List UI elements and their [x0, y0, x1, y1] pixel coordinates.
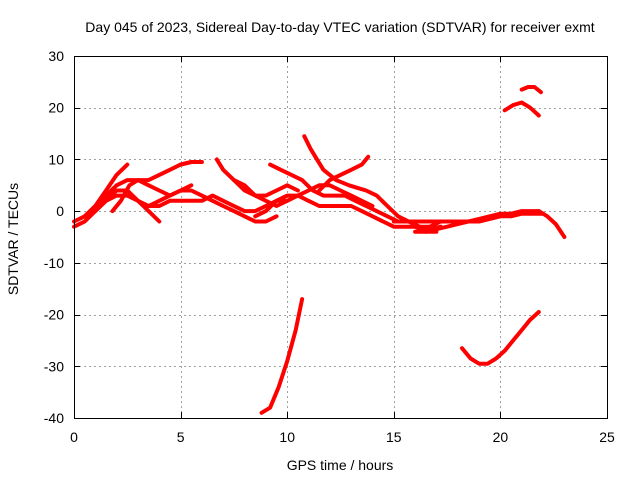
y-tick-label: 20 — [48, 100, 64, 116]
x-tick-label: 10 — [279, 429, 295, 445]
series-line-arc-7 — [146, 188, 279, 224]
series-line-arc-19 — [502, 100, 541, 118]
series-line-arc-20 — [519, 85, 543, 95]
x-tick-label: 20 — [493, 429, 509, 445]
y-axis-label: SDTVAR / TECUs — [5, 183, 21, 295]
series-group — [72, 85, 567, 415]
series-line-arc-9 — [231, 178, 375, 208]
y-tick-label: 10 — [48, 151, 64, 167]
plot-frame — [74, 56, 608, 419]
series-line-arc-5 — [110, 160, 194, 214]
series-line-arc-13 — [317, 154, 371, 193]
y-tick-label: -10 — [44, 255, 64, 271]
x-axis-label: GPS time / hours — [287, 457, 394, 473]
y-tick-label: -40 — [44, 410, 64, 426]
series-line-arc-4 — [93, 193, 290, 214]
series-line-arc-6 — [178, 160, 204, 167]
y-tick-label: 0 — [56, 203, 64, 219]
grid-lines — [74, 56, 607, 418]
x-tick-label: 15 — [386, 429, 402, 445]
y-tick-labels: -40 -30 -20 -10 0 10 20 30 — [44, 48, 64, 426]
y-tick-label: -30 — [44, 358, 64, 374]
series-line-arc-12 — [253, 193, 439, 234]
y-tick-label: -20 — [44, 307, 64, 323]
series-line-arc-1 — [72, 162, 130, 224]
axis-ticks — [74, 56, 608, 419]
series-line-arc-17 — [460, 310, 541, 366]
x-tick-labels: 0 5 10 15 20 25 — [70, 429, 615, 445]
series-line-arc-16 — [536, 209, 567, 239]
y-tick-label: 30 — [48, 48, 64, 64]
x-tick-label: 0 — [70, 429, 78, 445]
x-tick-label: 5 — [177, 429, 185, 445]
series-line-arc-2 — [72, 188, 162, 229]
series-line-arc-8 — [214, 157, 300, 198]
chart-title: Day 045 of 2023, Sidereal Day-to-day VTE… — [85, 19, 594, 35]
series-line-arc-15 — [413, 209, 541, 234]
x-tick-label: 25 — [599, 429, 615, 445]
series-line-arc-18 — [259, 297, 305, 415]
